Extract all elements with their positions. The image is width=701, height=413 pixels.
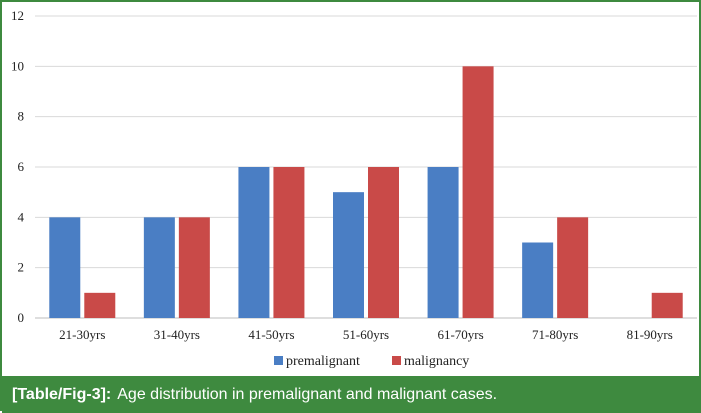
bar-malignancy	[368, 167, 399, 318]
x-tick-label: 71-80yrs	[532, 327, 578, 342]
y-tick-label: 8	[18, 109, 25, 124]
x-tick-label: 41-50yrs	[248, 327, 294, 342]
bar-malignancy	[462, 66, 494, 318]
y-tick-label: 4	[18, 209, 25, 224]
x-tick-label: 61-70yrs	[437, 327, 483, 342]
x-tick-label: 81-90yrs	[627, 327, 673, 342]
gridlines	[35, 15, 697, 319]
bar-malignancy	[84, 292, 116, 318]
x-tick-label: 21-30yrs	[59, 327, 105, 342]
legend-label: malignancy	[404, 354, 469, 369]
bar-malignancy	[557, 217, 589, 318]
y-axis-ticks: 0 2 4 6 8 10 12	[11, 8, 25, 325]
x-axis-ticks: 21-30yrs 31-40yrs 41-50yrs 51-60yrs 61-70yrs…	[59, 327, 673, 342]
legend-label: premalignant	[286, 354, 360, 369]
figure-caption: [Table/Fig-3]: Age distribution in prema…	[2, 376, 701, 413]
bars	[49, 66, 683, 318]
bar-premalignant	[333, 192, 364, 318]
legend-swatch	[392, 356, 401, 365]
bar-premalignant	[522, 242, 554, 318]
bar-chart: 0 2 4 6 8 10 12 21-30yrs 31-40yrs 41-50yrs 51-60y…	[11, 8, 697, 369]
y-tick-label: 2	[18, 260, 25, 275]
bar-malignancy	[651, 292, 683, 318]
caption-label: [Table/Fig-3]:	[12, 385, 112, 403]
legend-item-premalignant: premalignant	[274, 354, 360, 369]
y-tick-label: 10	[11, 58, 24, 73]
legend: premalignant malignancy	[274, 354, 469, 369]
legend-item-malignancy: malignancy	[392, 354, 469, 369]
x-tick-label: 51-60yrs	[343, 327, 389, 342]
bar-premalignant	[49, 217, 81, 318]
legend-swatch	[274, 356, 283, 365]
caption-text: Age distribution in premalignant and mal…	[117, 385, 498, 403]
bar-malignancy	[178, 217, 210, 318]
y-tick-label: 12	[11, 8, 24, 23]
x-tick-label: 31-40yrs	[154, 327, 200, 342]
bar-premalignant	[238, 167, 270, 318]
y-tick-label: 6	[18, 159, 25, 174]
bar-premalignant	[143, 217, 175, 318]
bar-premalignant	[427, 167, 459, 318]
y-tick-label: 0	[18, 310, 25, 325]
bar-malignancy	[273, 167, 305, 318]
